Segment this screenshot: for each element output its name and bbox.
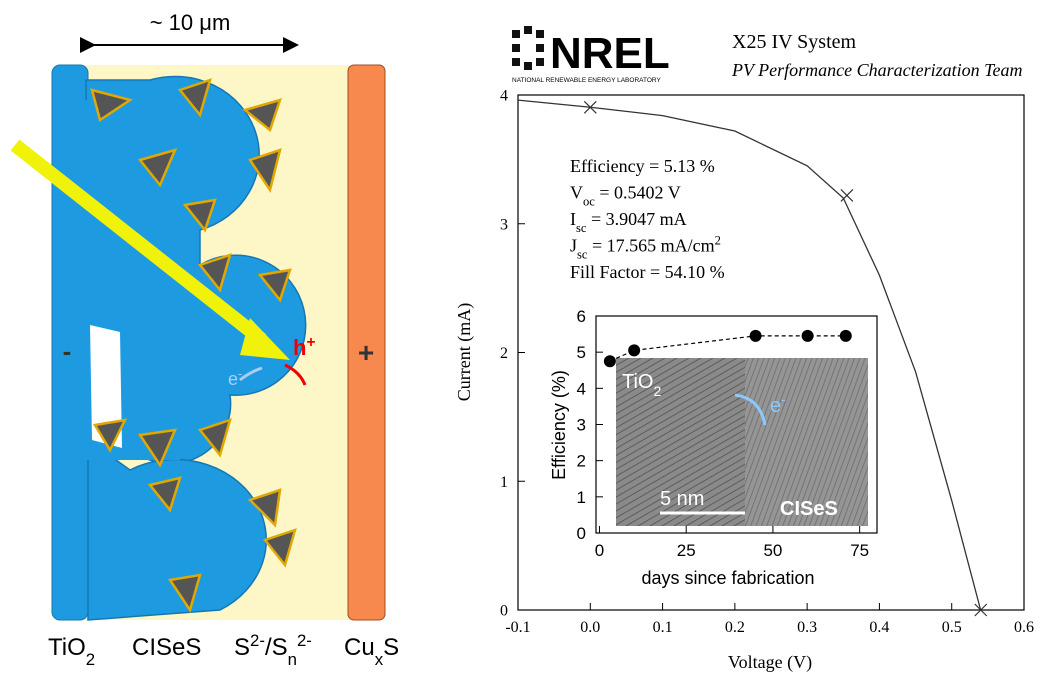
text-part: Efficiency = 5.13 % [570,156,715,176]
y-axis-label: Current (mA) [454,303,475,401]
annotation: Fill Factor = 54.10 % [570,262,725,282]
y-tick-label: 3 [500,216,508,233]
text-part: /S [265,634,288,661]
minus: - [63,336,72,366]
text-part: + [306,334,315,351]
logo-mark [512,26,544,70]
x-axis-label: days since fabrication [641,568,814,588]
label-electrolyte: S2-/Sn2- [234,631,312,669]
point [750,330,762,342]
y-tick-label: 1 [577,488,586,507]
label-tio2: TiO2 [48,634,95,669]
text-part: Fill Factor = 54.10 % [570,262,725,282]
x-tick-label: 25 [677,541,696,560]
y-tick-label: 3 [577,415,586,434]
point [802,330,814,342]
text-part: 2 [715,234,721,248]
text-part: CISeS [132,634,201,661]
plus: + [358,337,374,368]
text-part: oc [583,195,595,209]
x-tick-label: 0.2 [725,619,745,636]
logo-name: NREL [550,29,670,78]
y-tick-label: 1 [500,474,508,491]
text-part: h [293,335,306,360]
text-part: TiO [622,371,653,393]
text-part: 2 [86,650,95,669]
text-part: e [228,369,238,389]
text-part: 2 [653,383,661,399]
point [604,355,616,367]
annotation: Efficiency = 5.13 % [570,156,715,176]
point [840,330,852,342]
x-tick-label: 0 [595,541,604,560]
figure: ~ 10 μm - + h+ e- TiO2 CISeS S2-/Sn2- Cu… [0,0,1058,677]
x-tick-label: 0.1 [653,619,673,636]
schematic: ~ 10 μm - + h+ e- TiO2 CISeS S2-/Sn2- Cu… [15,10,399,669]
image-label: CISeS [780,498,838,520]
text-part: 2- [250,631,265,650]
y-axis-label: Efficiency (%) [549,370,569,480]
y-tick-label: 6 [577,307,586,326]
x-tick-label: 0.4 [869,619,889,636]
x-tick-label: 0.0 [580,619,600,636]
scale-label: ~ 10 μm [150,10,231,35]
text-part: sc [576,221,587,235]
text-part: V [570,183,583,203]
y-tick-label: 0 [500,603,508,620]
text-part: Cu [344,634,375,661]
text-part: 2- [297,631,312,650]
label-ciss: CISeS [132,634,201,661]
x-axis-label: Voltage (V) [728,652,812,673]
text-part: S [383,634,399,661]
y-tick-label: 5 [577,343,586,362]
text-part: S [234,634,250,661]
text-part: sc [577,248,588,262]
image-label: 5 nm [660,488,704,510]
logo: NREL NATIONAL RENEWABLE ENERGY LABORATOR… [512,26,1023,84]
text-part: - [781,391,786,407]
text-part: - [238,367,242,381]
text-part: = 0.5402 V [595,183,681,203]
y-tick-label: 2 [577,452,586,471]
y-tick-label: 2 [500,345,508,362]
text-part: J [570,236,577,256]
x-tick-label: 0.3 [797,619,817,636]
text-part: = 17.565 mA/cm [588,236,715,256]
label-cuxs: CuxS [344,634,399,669]
x-tick-label: 0.6 [1014,619,1034,636]
x-tick-label: 75 [850,541,869,560]
system-name: X25 IV System [732,31,857,53]
x-tick-label: 0.5 [942,619,962,636]
x-tick-label: 50 [763,541,782,560]
team-name: PV Performance Characterization Team [731,60,1023,80]
point [628,344,640,356]
text-part: n [288,650,297,669]
x-tick-label: -0.1 [505,619,530,636]
text-part: = 3.9047 mA [587,209,687,229]
text-part: e [770,395,781,417]
y-tick-label: 4 [577,379,586,398]
y-tick-label: 0 [577,524,586,543]
y-tick-label: 4 [500,88,508,105]
text-part: TiO [48,634,86,661]
logo-full-name: NATIONAL RENEWABLE ENERGY LABORATORY [512,77,661,84]
